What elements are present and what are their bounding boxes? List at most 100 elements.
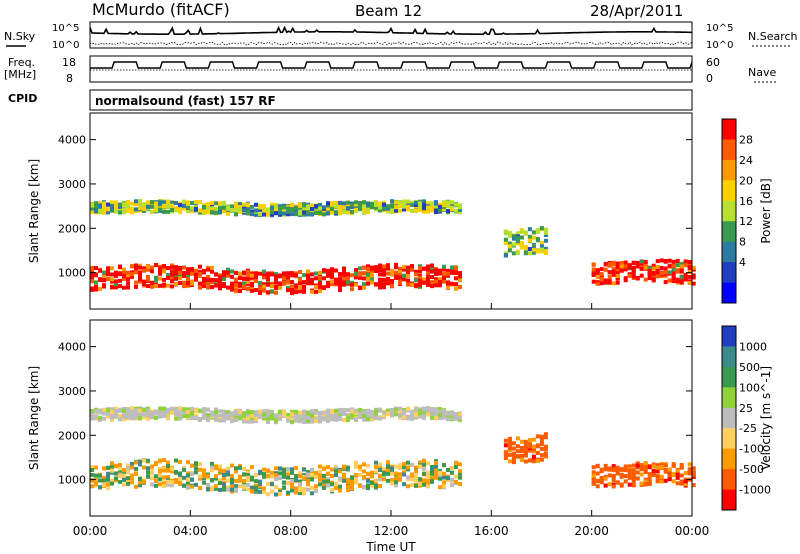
velocity-echo-cell <box>611 474 616 479</box>
velocity-echo-cell <box>110 481 114 486</box>
velocity-echo-cell <box>122 410 126 415</box>
power-echo-cell <box>134 284 138 289</box>
power-echo-cell <box>278 281 282 286</box>
velocity-echo-cell <box>454 416 458 421</box>
power-echo-cell <box>246 206 250 211</box>
power-echo-cell <box>246 287 250 292</box>
velocity-echo-cell <box>398 463 402 468</box>
velocity-echo-cell <box>306 482 310 487</box>
velocity-echo-cell <box>218 414 222 418</box>
velocity-echo-cell <box>138 415 142 420</box>
velocity-colorbar-tick-label: -1000 <box>739 484 771 497</box>
power-echo-cell <box>378 263 382 268</box>
power-echo-cell <box>458 271 462 275</box>
power-echo-cell <box>350 282 354 287</box>
power-echo-cell <box>515 236 520 241</box>
velocity-echo-cell <box>226 466 230 471</box>
velocity-echo-cell <box>595 464 600 469</box>
velocity-echo-cell <box>507 448 512 453</box>
velocity-echo-cell <box>210 461 214 466</box>
power-echo-cell <box>527 227 532 232</box>
velocity-echo-cell <box>310 472 314 477</box>
velocity-echo-cell <box>519 454 524 459</box>
velocity-echo-cell <box>643 478 648 483</box>
velocity-echo-cell <box>194 462 198 467</box>
velocity-echo-cell <box>430 479 434 484</box>
power-echo-cell <box>354 271 358 276</box>
power-echo-cell <box>358 266 362 271</box>
velocity-echo-cell <box>134 471 138 476</box>
power-echo-cell <box>126 281 130 286</box>
power-echo-cell <box>222 284 226 289</box>
power-echo-cell <box>394 208 398 213</box>
power-echo-cell <box>170 200 174 205</box>
velocity-echo-cell <box>346 465 350 470</box>
velocity-echo-cell <box>434 472 438 477</box>
power-echo-cell <box>406 282 410 287</box>
power-echo-cell <box>503 229 508 234</box>
power-echo-cell <box>374 282 378 287</box>
velocity-echo-cell <box>442 412 446 417</box>
velocity-echo-cell <box>687 469 692 474</box>
power-echo-cell <box>450 281 454 286</box>
velocity-echo-cell <box>166 466 170 471</box>
velocity-echo-cell <box>226 487 230 492</box>
power-echo-cell <box>314 210 318 215</box>
velocity-echo-cell <box>350 484 354 489</box>
velocity-echo-cell <box>402 462 406 467</box>
power-echo-cell <box>410 282 414 287</box>
power-colorbar-swatch <box>722 180 736 202</box>
velocity-echo-cell <box>346 415 350 420</box>
power-echo-cell <box>186 281 190 286</box>
power-echo-cell <box>655 267 660 272</box>
velocity-echo-cell <box>266 492 270 497</box>
power-echo-cell <box>90 279 94 284</box>
power-echo-cell <box>186 267 190 272</box>
power-echo-cell <box>378 268 382 273</box>
power-echo-cell <box>222 282 226 286</box>
velocity-echo-cell <box>210 486 214 491</box>
power-echo-cell <box>454 265 458 270</box>
power-echo-cell <box>162 277 166 282</box>
power-echo-cell <box>643 277 648 282</box>
power-echo-cell <box>226 205 230 210</box>
velocity-echo-cell <box>198 408 202 413</box>
power-echo-cell <box>326 284 330 289</box>
velocity-echo-cell <box>370 474 374 479</box>
power-echo-cell <box>394 205 398 210</box>
velocity-echo-cell <box>342 412 346 416</box>
power-echo-cell <box>679 264 684 269</box>
velocity-echo-cell <box>126 476 130 481</box>
power-echo-cell <box>250 273 254 278</box>
power-echo-cell <box>647 268 652 273</box>
velocity-echo-cell <box>142 412 146 417</box>
velocity-echo-cell <box>222 418 226 423</box>
nsearch-label: N.Search <box>748 30 798 43</box>
power-echo-cell <box>154 275 158 280</box>
velocity-echo-cell <box>182 475 186 480</box>
velocity-echo-cell <box>615 468 620 473</box>
velocity-echo-cell <box>414 478 418 483</box>
velocity-echo-cell <box>282 467 286 472</box>
power-echo-cell <box>302 273 306 278</box>
velocity-echo-cell <box>310 419 314 424</box>
power-echo-cell <box>611 269 616 274</box>
velocity-echo-cell <box>334 468 338 473</box>
velocity-echo-cell <box>414 469 418 474</box>
velocity-echo-cell <box>507 445 512 450</box>
power-echo-cell <box>619 268 624 273</box>
velocity-echo-cell <box>314 410 318 415</box>
velocity-echo-cell <box>398 410 402 415</box>
velocity-echo-cell <box>158 469 162 473</box>
velocity-echo-cell <box>350 486 354 491</box>
velocity-echo-cell <box>679 479 684 484</box>
velocity-echo-cell <box>138 480 142 485</box>
power-echo-cell <box>170 208 174 212</box>
velocity-echo-cell <box>406 406 410 411</box>
velocity-echo-cell <box>178 476 182 481</box>
velocity-echo-cell <box>414 483 418 488</box>
power-echo-cell <box>114 204 118 209</box>
power-echo-cell <box>414 203 418 207</box>
velocity-echo-cell <box>254 488 258 493</box>
